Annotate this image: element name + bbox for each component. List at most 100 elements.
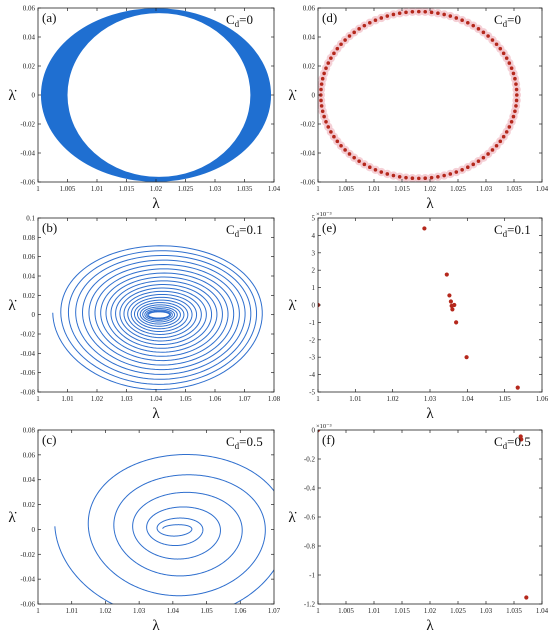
panel-label: (b) — [42, 220, 57, 235]
x-tick-label: 1.02 — [424, 185, 437, 193]
poincare-point — [417, 176, 421, 181]
y-axis-label: λ̇ — [288, 88, 296, 104]
y-tick-label: 5 — [312, 215, 316, 223]
poincare-point — [436, 174, 440, 179]
y-tick-label: -0.06 — [20, 601, 35, 609]
x-tick-label: 1.05 — [499, 395, 512, 403]
poincare-point — [343, 148, 347, 152]
poincare-point — [513, 109, 517, 114]
y-tick-label: -0.2 — [304, 456, 316, 464]
x-tick-label: 1.035 — [506, 607, 522, 615]
trajectory-line — [54, 454, 274, 604]
x-tick-label: 1.07 — [268, 607, 281, 615]
poincare-point — [464, 355, 469, 360]
y-axis-label: λ̇ — [288, 298, 296, 314]
x-tick-label: 1.06 — [536, 395, 549, 403]
poincare-point — [447, 293, 452, 298]
poincare-point — [515, 385, 520, 390]
y-axis-label: λ̇ — [8, 88, 16, 104]
poincare-point — [448, 299, 454, 304]
y-tick-label: 0 — [312, 302, 316, 310]
x-tick-label: 1.04 — [536, 185, 549, 193]
poincare-point — [422, 226, 427, 231]
x-tick-label: 1.01 — [66, 607, 79, 615]
panel-f: 1 1.005 1.01 1.015 1.02 1.025 1.03 1.035 1.04 -1.… — [288, 423, 548, 634]
poincare-point — [326, 125, 331, 129]
x-tick-label: 1.015 — [394, 607, 410, 615]
y-tick-label: -3 — [309, 354, 315, 362]
cd-value: =0 — [507, 12, 521, 27]
poincare-point — [397, 174, 402, 179]
x-tick-label: 1.01 — [368, 185, 381, 193]
x-tick-label: 1.04 — [536, 607, 549, 615]
axes-frame — [317, 429, 543, 605]
y-tick-label: -0.8 — [304, 543, 316, 551]
poincare-point — [490, 38, 495, 42]
x-tick-label: 1.035 — [506, 185, 522, 193]
poincare-point — [476, 27, 481, 31]
panel-d: 1 1.005 1.01 1.015 1.02 1.025 1.03 1.035 1.04 -0.… — [288, 5, 548, 213]
x-tick-label: 1.025 — [450, 185, 466, 193]
poincare-point — [373, 167, 378, 172]
x-tick-label: 1 — [36, 185, 40, 193]
poincare-point — [481, 155, 486, 160]
x-axis-label: λ — [426, 618, 434, 634]
poincare-point — [494, 42, 499, 47]
poincare-point — [442, 12, 446, 17]
poincare-point — [332, 134, 336, 139]
poincare-point — [460, 167, 464, 172]
poincare-point — [524, 595, 529, 600]
plot-area — [40, 8, 272, 182]
poincare-point — [379, 170, 384, 174]
y-tick-label: 0.02 — [303, 63, 316, 71]
poincare-point — [466, 165, 470, 170]
panel-a: 1 1.005 1.01 1.015 1.02 1.025 1.03 1.035 1.04 -0.… — [8, 5, 280, 213]
x-tick-label: 1.06 — [234, 607, 247, 615]
x-tick-label: 1 — [36, 607, 40, 615]
x-tick-label: 1.04 — [167, 607, 180, 615]
y-tick-label: 0.06 — [303, 5, 316, 13]
panel-label: (e) — [322, 220, 336, 235]
y-tick-label: -1 — [309, 572, 315, 580]
y-tick-label: 0 — [312, 427, 316, 435]
cd-value: =0.1 — [239, 222, 263, 237]
x-tick-label: 1 — [316, 607, 320, 615]
cd-label: Cd=0.5 — [226, 434, 263, 451]
panel-e: 1 1.01 1.02 1.03 1.04 1.05 1.06 -5 -4 -3 -2 -1 0 1 2 3 4… — [288, 211, 548, 422]
poincare-point — [454, 170, 459, 174]
y-tick-label: -1 — [309, 319, 315, 327]
y-tick-label: -0.06 — [20, 179, 35, 187]
x-tick-label: 1.03 — [209, 185, 222, 193]
poincare-point — [339, 42, 343, 47]
poincare-point — [498, 46, 503, 51]
axes-frame — [37, 7, 275, 183]
x-axis-label: λ — [152, 406, 160, 422]
panel-label: (c) — [42, 432, 56, 447]
poincare-point — [429, 175, 434, 180]
poincare-point — [357, 27, 361, 31]
poincare-point — [460, 18, 464, 23]
cd-symbol: C — [226, 12, 235, 27]
y-tick-label: -0.06 — [300, 179, 315, 187]
poincare-point — [454, 320, 459, 325]
x-tick-label: 1.02 — [91, 395, 104, 403]
x-tick-label: 1.04 — [150, 395, 163, 403]
poincare-point — [429, 10, 434, 15]
y-tick-label: -0.02 — [20, 121, 35, 129]
poincare-point — [417, 9, 421, 14]
poincare-point — [514, 82, 518, 86]
poincare-point — [385, 172, 390, 176]
y-tick-label: -0.04 — [300, 150, 315, 158]
poincare-point — [339, 143, 343, 148]
y-tick-label: -1.2 — [304, 601, 316, 609]
x-axis-label: λ — [152, 196, 160, 212]
poincare-point — [324, 66, 328, 70]
x-tick-label: 1.02 — [424, 607, 437, 615]
cd-symbol: C — [494, 434, 503, 449]
cd-subscript: d — [503, 441, 508, 451]
cd-value: =0.1 — [507, 222, 531, 237]
poincare-point — [436, 11, 440, 16]
y-tick-label: -0.02 — [20, 551, 35, 559]
cd-value: =0.5 — [507, 434, 531, 449]
